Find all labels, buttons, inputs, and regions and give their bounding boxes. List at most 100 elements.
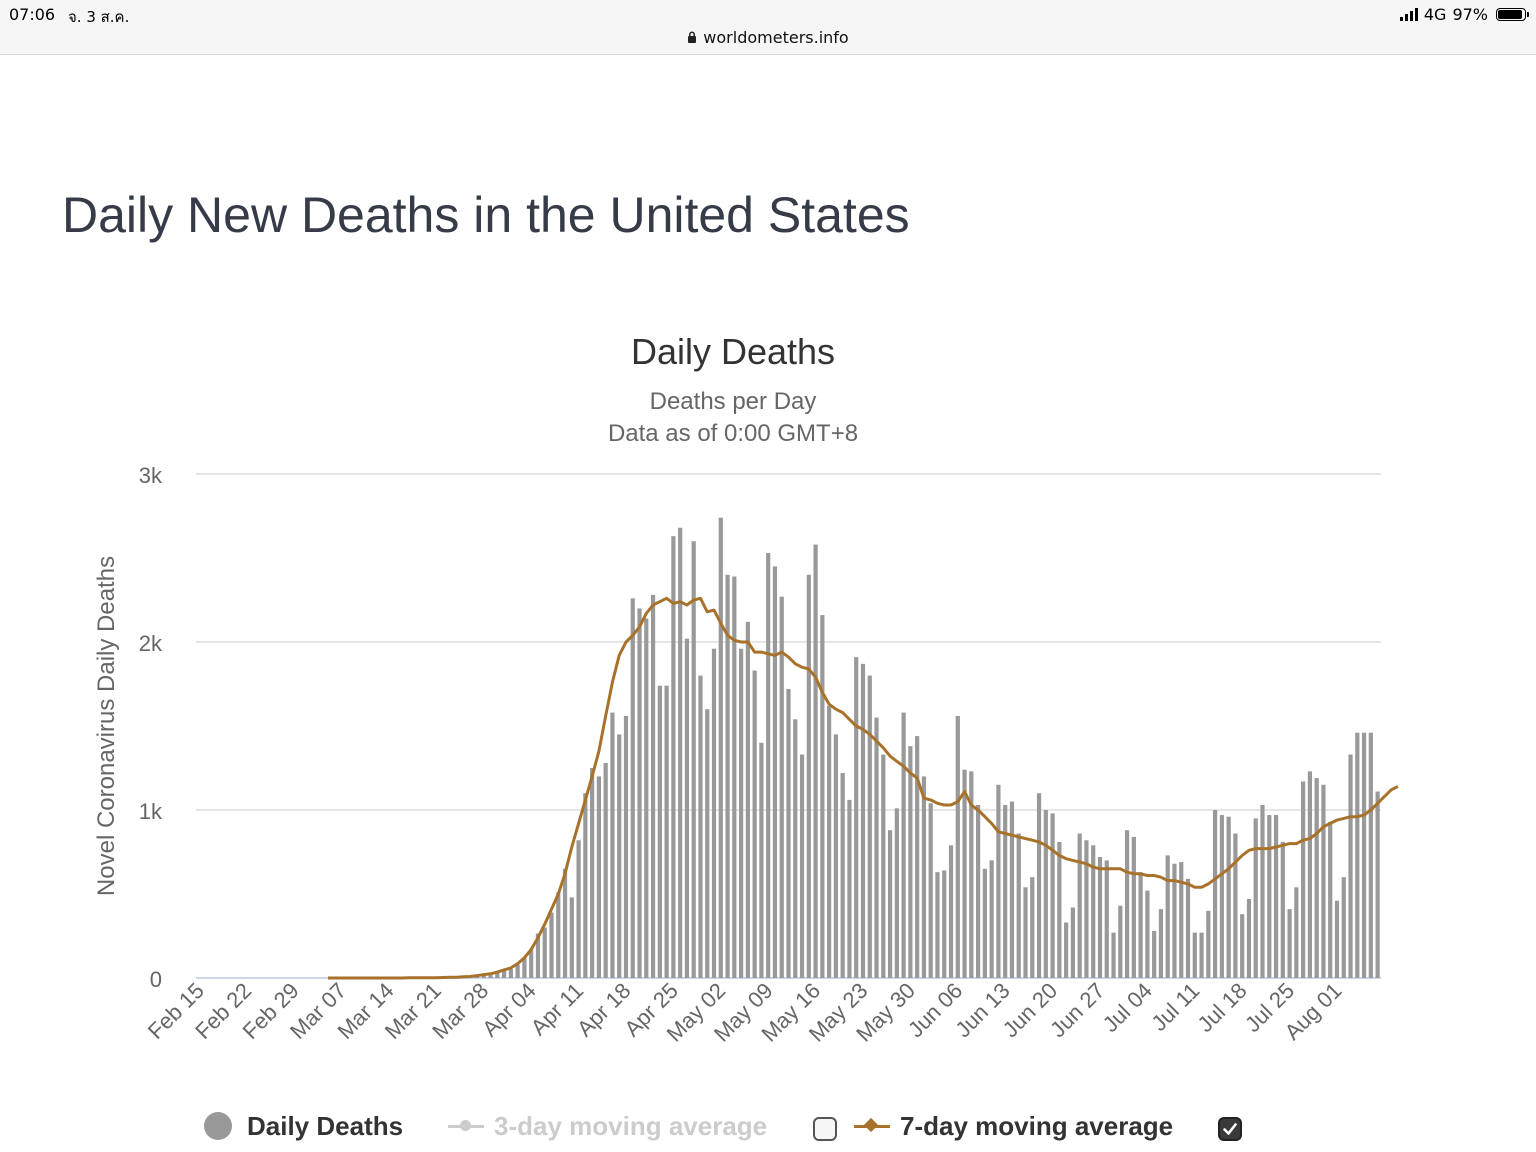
bar bbox=[1009, 801, 1015, 978]
bar bbox=[1172, 863, 1177, 978]
bar bbox=[813, 544, 818, 978]
bar bbox=[982, 868, 987, 978]
bar bbox=[860, 663, 866, 978]
bar bbox=[887, 830, 893, 978]
bar bbox=[1016, 833, 1021, 978]
bar bbox=[1213, 810, 1218, 978]
address-bar[interactable]: worldometers.info bbox=[0, 28, 1536, 48]
bar bbox=[942, 870, 947, 978]
bar bbox=[1057, 841, 1062, 978]
bar bbox=[732, 576, 737, 978]
moving-average-line bbox=[328, 596, 1399, 980]
bar bbox=[562, 868, 568, 978]
bar bbox=[1341, 877, 1346, 978]
bar bbox=[1321, 784, 1326, 978]
y-tick-label: 3k bbox=[139, 463, 163, 488]
bar bbox=[1355, 732, 1360, 978]
bar bbox=[1064, 922, 1069, 978]
bar bbox=[1240, 914, 1245, 978]
battery-icon bbox=[1496, 8, 1529, 21]
bar bbox=[698, 675, 703, 978]
bar bbox=[921, 776, 927, 978]
bar bbox=[502, 969, 507, 978]
bar bbox=[739, 648, 744, 978]
bar bbox=[1375, 791, 1380, 978]
status-date: จ. 3 ส.ค. bbox=[68, 8, 130, 26]
bar bbox=[874, 717, 879, 978]
checkbox-3day[interactable] bbox=[813, 1117, 837, 1141]
bar bbox=[759, 742, 764, 978]
daily-deaths-chart: Daily Deaths Deaths per Day Data as of 0:0… bbox=[93, 331, 1399, 1047]
bar bbox=[1219, 815, 1224, 978]
status-time: 07:06 bbox=[9, 5, 56, 24]
checkmark-icon bbox=[1223, 1123, 1237, 1135]
bar bbox=[1145, 890, 1150, 978]
bar bbox=[684, 638, 690, 978]
bar bbox=[1206, 910, 1211, 978]
bar bbox=[847, 799, 852, 978]
bar bbox=[935, 872, 940, 978]
bar bbox=[549, 912, 554, 978]
legend-circle-icon bbox=[204, 1112, 232, 1140]
legend-7day[interactable]: 7-day moving average bbox=[854, 1108, 1173, 1144]
bar bbox=[766, 552, 771, 978]
y-tick-label: 2k bbox=[139, 631, 163, 656]
bar bbox=[637, 608, 642, 978]
bar bbox=[996, 784, 1001, 978]
y-axis-label: Novel Coronavirus Daily Deaths bbox=[93, 556, 120, 896]
legend-3day[interactable]: 3-day moving average bbox=[448, 1108, 767, 1144]
bar bbox=[786, 689, 791, 978]
legend-7day-label: 7-day moving average bbox=[900, 1110, 1174, 1141]
bar bbox=[671, 536, 676, 978]
bar bbox=[495, 972, 500, 978]
bar bbox=[1124, 830, 1130, 978]
bar bbox=[772, 566, 778, 978]
bar bbox=[1097, 857, 1103, 978]
bar bbox=[657, 685, 662, 978]
bar bbox=[1294, 887, 1299, 978]
bar bbox=[590, 768, 595, 978]
signal-icon bbox=[1399, 8, 1418, 21]
status-indicators: 4G 97% bbox=[1399, 5, 1529, 24]
legend-3day-label: 3-day moving average bbox=[494, 1110, 768, 1141]
bar bbox=[833, 734, 838, 978]
legend-line-marker-icon bbox=[448, 1116, 484, 1136]
bar bbox=[1165, 855, 1170, 978]
bar bbox=[854, 657, 859, 978]
bar bbox=[1077, 833, 1082, 978]
bar bbox=[1192, 932, 1197, 978]
bar bbox=[1104, 860, 1109, 978]
bar bbox=[488, 975, 493, 978]
legend-line-marker-icon bbox=[854, 1116, 890, 1136]
bar bbox=[623, 715, 629, 978]
bar bbox=[556, 892, 561, 978]
bar bbox=[617, 734, 622, 978]
bar bbox=[799, 754, 805, 978]
bar bbox=[908, 746, 913, 978]
legend-daily-deaths[interactable]: Daily Deaths bbox=[204, 1108, 403, 1144]
bar bbox=[1334, 900, 1340, 978]
x-tick-label: Apr 04 bbox=[477, 978, 541, 1042]
bar bbox=[1260, 804, 1265, 978]
bar bbox=[1131, 836, 1136, 978]
bar bbox=[1361, 732, 1367, 978]
bar bbox=[603, 762, 608, 978]
bar bbox=[901, 712, 906, 978]
y-tick-label: 1k bbox=[139, 799, 163, 824]
bar bbox=[1111, 932, 1116, 978]
bar bbox=[976, 804, 981, 978]
checkbox-7day[interactable] bbox=[1218, 1117, 1242, 1141]
bar bbox=[752, 670, 757, 978]
bar bbox=[962, 769, 967, 978]
bar bbox=[806, 574, 811, 978]
bar bbox=[644, 618, 649, 978]
bar bbox=[1307, 771, 1312, 978]
bar bbox=[1314, 778, 1319, 978]
bar bbox=[1368, 732, 1373, 978]
bar bbox=[691, 541, 696, 978]
bar bbox=[718, 517, 723, 978]
x-tick-label: Jul 18 bbox=[1193, 978, 1252, 1037]
legend-daily-label: Daily Deaths bbox=[247, 1110, 404, 1141]
bar bbox=[508, 969, 513, 978]
url-text: worldometers.info bbox=[703, 28, 849, 47]
